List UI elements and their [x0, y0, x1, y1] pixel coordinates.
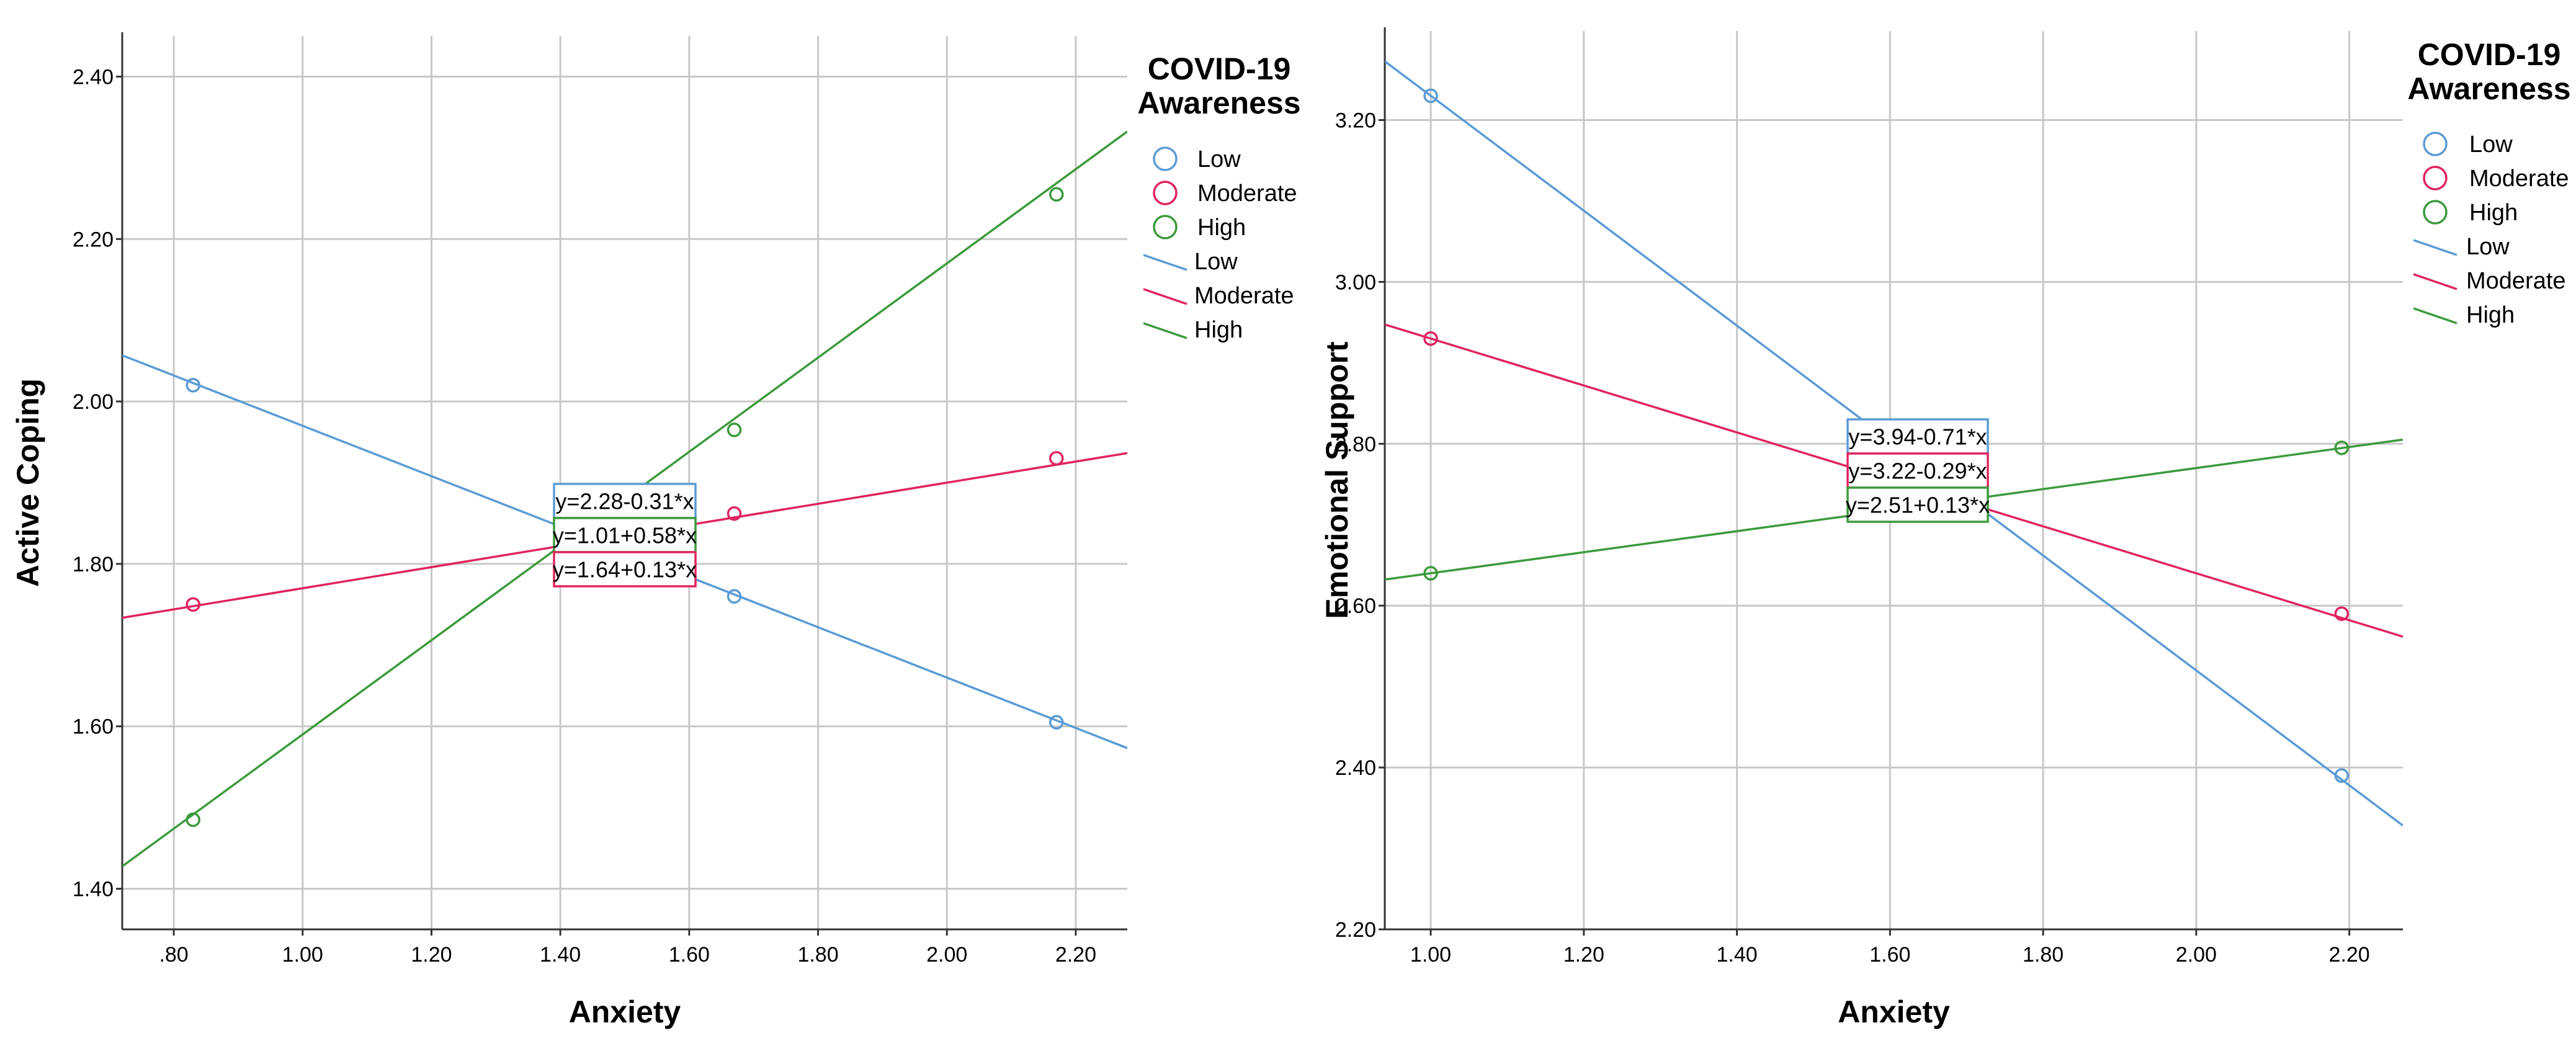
legend-line-high — [1143, 322, 1187, 339]
x-tick-label: 2.20 — [2329, 943, 2370, 967]
legend-marker-label: Moderate — [2469, 166, 2569, 192]
x-axis-title: Anxiety — [569, 995, 681, 1029]
equation-label-low: y=2.28-0.31*x — [555, 489, 694, 514]
legend-marker-moderate — [1153, 181, 1178, 205]
legend-title: Awareness — [2407, 71, 2570, 106]
point-low — [727, 589, 742, 604]
x-axis-title: Anxiety — [1838, 995, 1950, 1029]
x-tick-label: 1.60 — [669, 943, 710, 967]
point-low — [2334, 768, 2350, 783]
y-tick-label: 3.20 — [1335, 109, 1376, 132]
equation-label-moderate: y=1.64+0.13*x — [553, 557, 697, 583]
x-tick-label: 1.20 — [411, 943, 452, 967]
point-moderate — [2334, 606, 2350, 621]
legend-title: Awareness — [1137, 86, 1300, 120]
y-tick-label: 1.40 — [73, 878, 114, 901]
y-tick-label: 2.00 — [73, 390, 114, 414]
legend-marker-label: Low — [2469, 132, 2513, 158]
y-tick-label: 2.60 — [1335, 594, 1376, 618]
x-tick-label: 1.00 — [1410, 943, 1451, 967]
legend-marker-label: Moderate — [1197, 181, 1297, 207]
y-tick-label: 2.40 — [73, 65, 114, 89]
y-tick-label: 1.60 — [73, 715, 114, 739]
point-high — [2334, 440, 2350, 455]
legend-marker-high — [1153, 215, 1178, 239]
chart-2: 1.00 1.20 1.40 1.60 1.80 2.00 2.20 2.20 2.40 2.60… — [1320, 27, 2571, 1029]
x-tick-label: 1.80 — [2023, 943, 2064, 967]
legend-marker-moderate — [2423, 166, 2448, 190]
point-high — [1423, 566, 1438, 581]
legend-line-high — [2413, 307, 2457, 324]
point-low — [1423, 88, 1438, 104]
legend-line-moderate — [1143, 288, 1187, 305]
equation-box-moderate — [1846, 452, 1989, 489]
point-moderate — [1423, 331, 1438, 346]
gridlines — [122, 36, 1127, 929]
point-high — [1049, 187, 1064, 202]
x-tick-label: 1.60 — [1869, 943, 1910, 967]
x-tick-label: 2.00 — [926, 943, 967, 967]
legend-line-label: Moderate — [2466, 268, 2566, 294]
y-tick-label: 2.80 — [1335, 432, 1376, 456]
equation-label-high: y=2.51+0.13*x — [1846, 493, 1990, 518]
legend-line-label: Moderate — [1194, 283, 1294, 309]
point-moderate — [186, 597, 200, 612]
legend-line-label: High — [2466, 302, 2515, 328]
legend-title: COVID-19 — [1148, 51, 1291, 86]
equation-box-moderate — [553, 551, 697, 588]
x-tick-label: 1.00 — [282, 943, 323, 967]
legend-line-moderate — [2413, 273, 2457, 290]
y-tick-label: 3.00 — [1335, 270, 1376, 294]
legend-marker-low — [1153, 146, 1178, 171]
x-tick-label: 2.00 — [2176, 943, 2217, 967]
legend-marker-low — [2423, 132, 2448, 156]
point-high — [186, 812, 200, 828]
equation-box-high — [1846, 486, 1989, 523]
legend-title: COVID-19 — [2418, 37, 2561, 72]
legend-line-low — [1143, 254, 1187, 271]
y-tick-label: 2.40 — [1335, 756, 1376, 780]
y-axis-title: Active Coping — [11, 378, 45, 587]
legend-marker-label: Low — [1197, 146, 1241, 172]
equation-label-moderate: y=3.22-0.29*x — [1848, 458, 1987, 484]
legend-line-label: Low — [1194, 249, 1238, 275]
x-tick-label: 1.80 — [797, 943, 838, 967]
y-tick-label: 2.20 — [73, 228, 114, 251]
x-tick-label: 1.20 — [1563, 943, 1604, 967]
point-moderate — [1049, 450, 1064, 466]
equation-label-high: y=1.01+0.58*x — [553, 523, 697, 548]
legend-marker-high — [2423, 200, 2448, 225]
point-high — [727, 422, 742, 437]
y-axis-title: Emotional Support — [1320, 341, 1354, 619]
legend-line-low — [2413, 239, 2457, 256]
legend-marker-label: High — [2469, 200, 2518, 226]
legend-marker-label: High — [1197, 215, 1246, 241]
x-tick-label: 1.40 — [1716, 943, 1757, 967]
chart-1: .80 1.00 1.20 1.40 1.60 1.80 2.00 2.20 1.40 1.60 1… — [11, 32, 1301, 1029]
y-tick-label: 1.80 — [73, 553, 114, 576]
legend-line-label: Low — [2466, 234, 2510, 260]
legend-line-label: High — [1194, 317, 1243, 343]
x-tick-label: 1.40 — [540, 943, 581, 967]
equation-label-low: y=3.94-0.71*x — [1848, 424, 1987, 450]
x-tick-label: .80 — [159, 943, 188, 967]
point-low — [1049, 715, 1064, 730]
x-tick-label: 2.20 — [1055, 943, 1096, 967]
y-tick-label: 2.20 — [1335, 918, 1376, 942]
point-low — [186, 378, 200, 393]
point-moderate — [727, 506, 742, 521]
